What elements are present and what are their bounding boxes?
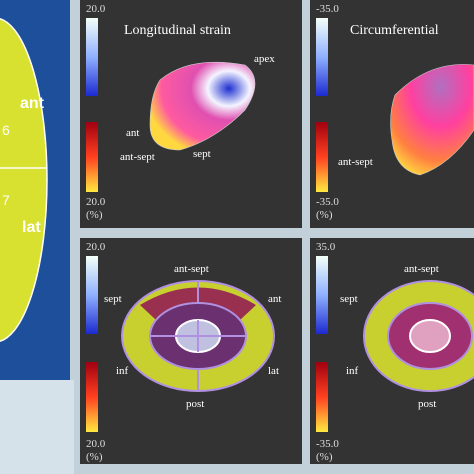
colorbar xyxy=(316,362,328,432)
colorbar xyxy=(86,18,98,96)
scale-top: 20.0 xyxy=(86,3,106,15)
label: sept xyxy=(340,293,358,305)
label: post xyxy=(418,398,436,410)
label: ant xyxy=(20,95,45,112)
heart-3d xyxy=(390,64,474,176)
scale-bottom: 20.0 xyxy=(86,438,106,450)
scale-top: 35.0 xyxy=(316,241,336,253)
label: sept xyxy=(104,293,122,305)
label: post xyxy=(186,398,204,410)
label: ant xyxy=(126,127,139,139)
scale-top: -35.0 xyxy=(316,3,339,15)
scale-bottom: 20.0 xyxy=(86,196,106,208)
core xyxy=(409,319,451,353)
label: ant-sept xyxy=(404,263,439,275)
colorbar xyxy=(316,256,328,334)
label: ant xyxy=(268,293,281,305)
label: apex xyxy=(254,53,275,65)
colorbar xyxy=(86,256,98,334)
label: ant-sept xyxy=(174,263,209,275)
colorbar xyxy=(316,122,328,192)
label: inf xyxy=(346,365,359,377)
panel-title: Circumferential xyxy=(350,23,439,38)
label: 7 xyxy=(2,192,10,208)
left-footer xyxy=(0,380,74,474)
divider xyxy=(150,281,246,391)
unit: (%) xyxy=(86,209,103,221)
label: ant-sept xyxy=(338,156,373,168)
panel-title: Longitudinal strain xyxy=(124,23,231,38)
bullseye xyxy=(0,18,48,342)
unit: (%) xyxy=(86,451,103,463)
scale-bottom: -35.0 xyxy=(316,438,339,450)
heart-3d xyxy=(149,61,256,151)
unit: (%) xyxy=(316,209,333,221)
colorbar xyxy=(86,122,98,192)
label: sept xyxy=(193,148,211,160)
label: 6 xyxy=(2,122,10,138)
colorbar xyxy=(86,362,98,432)
scale-bottom: -35.0 xyxy=(316,196,339,208)
unit: (%) xyxy=(316,451,333,463)
label: lat xyxy=(22,219,41,236)
label: inf xyxy=(116,365,129,377)
colorbar xyxy=(316,18,328,96)
scale-top: 20.0 xyxy=(86,241,106,253)
label: lat xyxy=(268,365,279,377)
label: ant-sept xyxy=(120,151,155,163)
